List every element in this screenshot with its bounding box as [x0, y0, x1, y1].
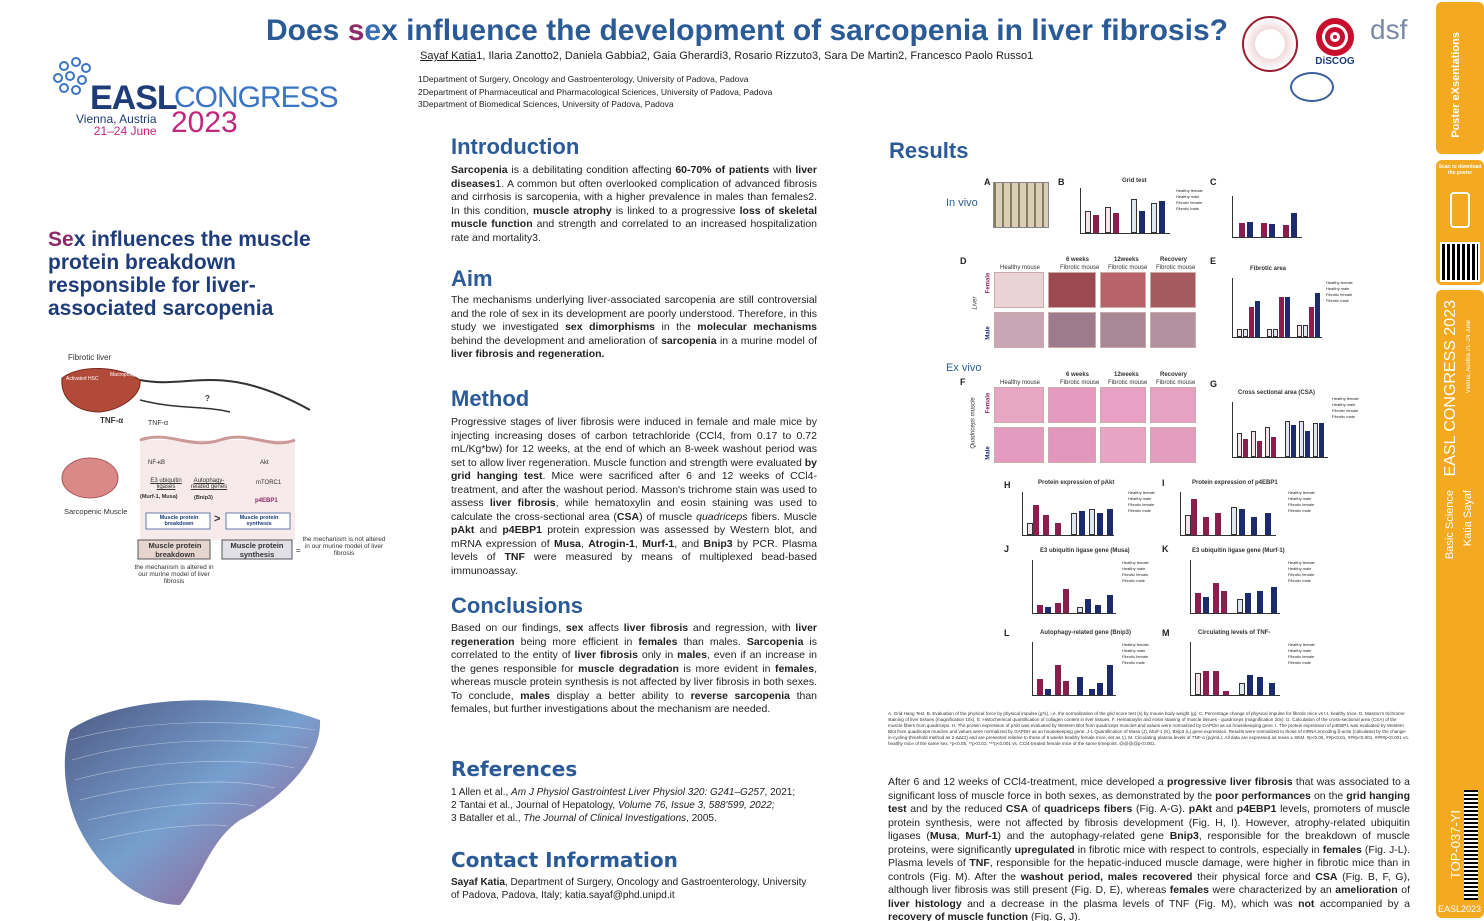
- conclusions-title: Conclusions: [451, 593, 584, 618]
- histology-muscle-8: [1150, 427, 1196, 463]
- discog-logo: DiSCOG: [1310, 16, 1360, 68]
- histology-muscle-7: [1100, 427, 1146, 463]
- right-sidebar: Poster eXsentations Scan to download the…: [1436, 0, 1484, 921]
- sidebar-info-block: EASL CONGRESS 2023 Vienna, Austria 21–24…: [1436, 290, 1484, 918]
- chart-p4ebp1: Protein expression of p4EBP1 Healthy fem…: [1170, 480, 1330, 542]
- references-title: References: [451, 757, 578, 781]
- grid-test-photo: [993, 182, 1049, 228]
- histology-liver-7: [1100, 312, 1146, 348]
- university-seal-logo: [1242, 16, 1298, 72]
- aim-title: Aim: [451, 266, 493, 291]
- histology-liver-5: [994, 312, 1044, 348]
- dsf-logo: dsf: [1370, 14, 1408, 45]
- in-vivo-label: In vivo: [946, 197, 978, 209]
- chart-fibrotic-area: Fibrotic area Healthy female Healthy male…: [1226, 266, 1376, 350]
- legend-grid-test: Healthy female Healthy male Fibrotic femal…: [1176, 188, 1203, 211]
- reference-1: 1 Allen et al., Am J Physiol Gastrointes…: [451, 787, 796, 798]
- panel-letter-k: K: [1162, 544, 1169, 554]
- panel-letter-h: H: [1004, 480, 1011, 490]
- panel-letter-i: I: [1162, 478, 1165, 488]
- histology-liver-3: [1100, 272, 1146, 308]
- affiliation-3: 3Department of Biomedical Sciences, Univ…: [418, 99, 674, 109]
- barcode: [1464, 790, 1478, 900]
- easl-congress-logo: EASL CONGRESS Vienna, Austria 21–24 June …: [50, 54, 350, 139]
- congress-location: Vienna, Austria 21–24 June: [76, 112, 157, 138]
- panel-letter-c: C: [1210, 177, 1217, 187]
- histology-liver-1: [994, 272, 1044, 308]
- chart-impulse-change: [1232, 196, 1302, 238]
- easl-dots-icon: [53, 57, 91, 95]
- histology-liver-6: [1048, 312, 1096, 348]
- results-text: After 6 and 12 weeks of CCl4-treatment, …: [888, 776, 1411, 921]
- histology-muscle-3: [1100, 387, 1146, 423]
- panel-letter-d: D: [960, 256, 967, 266]
- aim-text: The mechanisms underlying liver-associat…: [451, 294, 817, 360]
- histology-muscle-5: [994, 427, 1044, 463]
- panel-letter-e: E: [1210, 256, 1217, 266]
- chart-murf1: E3 ubiquitin ligase gene (Murf-1) Health…: [1170, 548, 1330, 620]
- conclusions-text: Based on our findings, sex affects liver…: [451, 622, 818, 715]
- figure-caption: A. Grid Hang Test. B. Evaluation of the …: [888, 711, 1409, 746]
- chart-grid-test: Grid test Healthy female Healthy male Fibr…: [1066, 178, 1206, 244]
- histology-muscle-4: [1150, 387, 1196, 423]
- reference-2: 2 Tantai et al., Journal of Hepatology, …: [451, 800, 775, 811]
- results-title: Results: [889, 138, 969, 163]
- authors: Sayaf Katia1, Ilaria Zanotto2, Daniela G…: [420, 50, 1034, 62]
- sidebar-brand-block: Poster eXsentations: [1436, 2, 1484, 154]
- method-title: Method: [451, 386, 530, 411]
- affiliation-2: 2Department of Pharmaceutical and Pharma…: [418, 86, 773, 97]
- chart-musa: E3 ubiquitin ligase gene (Musa) Healthy …: [1012, 548, 1162, 620]
- panel-letter-m: M: [1162, 628, 1170, 638]
- contact-title: Contact Information: [451, 848, 678, 872]
- tagline: Sex influences the muscle protein breakd…: [48, 228, 311, 320]
- panel-letter-a: A: [984, 177, 991, 187]
- histology-muscle-2: [1048, 387, 1096, 423]
- panel-letter-f: F: [960, 377, 966, 387]
- histology-liver-4: [1150, 272, 1196, 308]
- reference-3: 3 Bataller et al., The Journal of Clinic…: [451, 813, 717, 824]
- histology-muscle-1: [994, 387, 1044, 423]
- chart-tnf: Circulating levels of TNF- Healthy femal…: [1170, 630, 1330, 702]
- chart-bnip3: Autophagy-related gene (Bnip3) Healthy f…: [1012, 630, 1162, 702]
- phone-icon: [1450, 192, 1470, 228]
- qr-code[interactable]: [1440, 242, 1480, 282]
- poster-title: Does sex influence the development of sa…: [266, 14, 1228, 47]
- diagram-graphic: [61, 368, 311, 560]
- histology-muscle-6: [1048, 427, 1096, 463]
- chart-csa: Cross sectional area (CSA) Healthy femal…: [1226, 390, 1376, 470]
- method-text: Progressive stages of liver fibrosis wer…: [451, 416, 818, 577]
- panel-letter-l: L: [1004, 628, 1010, 638]
- sidebar-download-block[interactable]: Scan to download the poster: [1436, 160, 1484, 285]
- histology-liver-8: [1150, 312, 1196, 348]
- ex-vivo-label: Ex vivo: [946, 362, 982, 374]
- panel-letter-g: G: [1210, 379, 1218, 389]
- liver-illustration: [64, 700, 321, 905]
- chart-pakt: Protein expression of pAkt Healthy femal…: [1012, 480, 1162, 542]
- affiliation-1: 1Department of Surgery, Oncology and Gas…: [418, 74, 749, 84]
- affiliations: 1Department of Surgery, Oncology and Gas…: [418, 73, 772, 111]
- mechanism-diagram: Fibrotic liver Activated HSC Macrophages…: [60, 350, 390, 590]
- introduction-text: Sarcopenia is a debilitating condition a…: [451, 164, 817, 244]
- references-list: 1 Allen et al., Am J Physiol Gastrointes…: [451, 786, 817, 825]
- contact-text: Sayaf Katia, Department of Surgery, Onco…: [451, 877, 807, 901]
- panel-letter-b: B: [1058, 177, 1065, 187]
- panel-letter-j: J: [1004, 544, 1010, 554]
- society-logo: [1290, 72, 1334, 102]
- histology-liver-2: [1048, 272, 1096, 308]
- introduction-title: Introduction: [451, 134, 580, 159]
